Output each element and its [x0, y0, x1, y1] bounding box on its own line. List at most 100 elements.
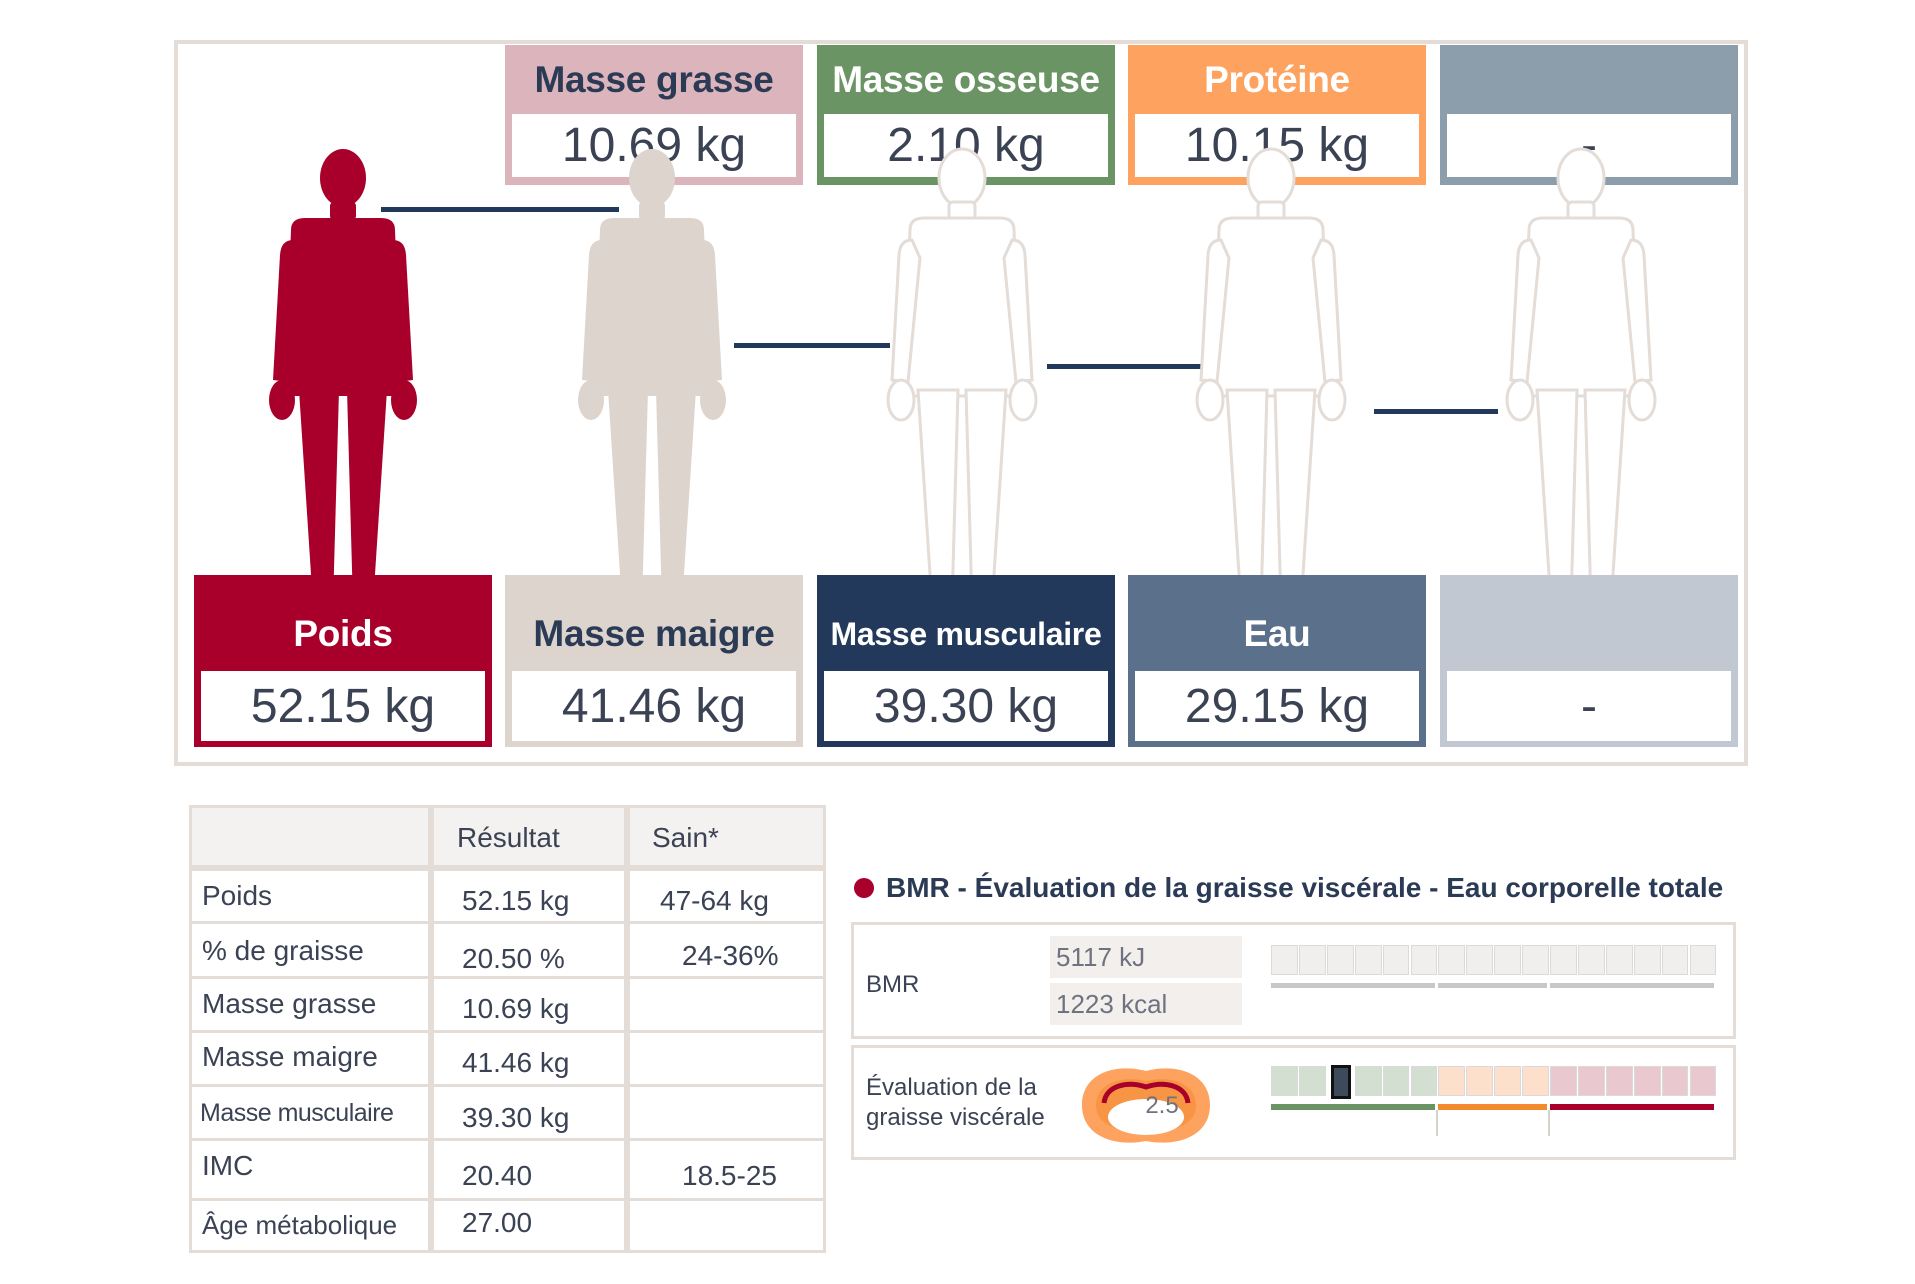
body-composition-panel — [174, 40, 1748, 766]
bmr-scale-band — [1550, 983, 1715, 988]
row-result: 20.40 — [462, 1160, 533, 1191]
visceral-scale-tick — [1436, 1110, 1439, 1136]
visceral-scale-segment — [1438, 1066, 1466, 1096]
bmr-scale-segment — [1382, 945, 1410, 975]
bmr-scale-segment — [1326, 945, 1354, 975]
bone-mass-box: Masse osseuse 2.10 kg — [817, 45, 1115, 185]
bmr-scale-segment — [1271, 945, 1298, 975]
weight-label: Poids — [293, 613, 393, 654]
protein-value: 10.15 kg — [1135, 114, 1419, 177]
visceral-fat-label: Évaluation de la graisse viscérale — [866, 1073, 1045, 1133]
visceral-fat-label-line1: Évaluation de la — [866, 1074, 1037, 1101]
bmr-panel: BMR 5117 kJ 1223 kcal — [851, 922, 1736, 1039]
empty-bottom-value: - — [1447, 671, 1731, 741]
visceral-scale-segment — [1689, 1066, 1717, 1096]
row-result: 39.30 kg — [462, 1102, 570, 1133]
lean-mass-box: Masse maigre 41.46 kg — [505, 575, 803, 747]
bmr-scale-band — [1438, 983, 1547, 988]
bmr-section-title: BMR - Évaluation de la graisse viscérale… — [854, 872, 1723, 904]
protein-label: Protéine — [1204, 58, 1350, 100]
visceral-fat-scale — [1271, 1065, 1718, 1156]
visceral-scale-tick — [1548, 1110, 1550, 1136]
bone-mass-label: Masse osseuse — [832, 58, 1100, 100]
visceral-scale-segment — [1550, 1066, 1577, 1096]
row-healthy: 24-36% — [682, 940, 779, 971]
row-label: Masse musculaire — [200, 1098, 394, 1127]
empty-top-value: - — [1447, 114, 1731, 177]
visceral-scale-segment — [1605, 1066, 1633, 1096]
bmr-scale-segment — [1522, 945, 1549, 975]
visceral-scale-segment — [1354, 1066, 1382, 1096]
bmr-scale-segment — [1661, 945, 1689, 975]
connector-line — [734, 343, 890, 348]
visceral-scale-segment — [1271, 1066, 1298, 1096]
row-label: Masse maigre — [202, 1041, 378, 1072]
empty-bottom-box: - — [1440, 575, 1738, 747]
visceral-scale-segment — [1661, 1066, 1689, 1096]
muscle-mass-value: 39.30 kg — [824, 671, 1108, 741]
visceral-scale-segment — [1466, 1066, 1494, 1096]
bmr-kj-value: 5117 kJ — [1050, 936, 1242, 978]
bmr-scale-segment — [1438, 945, 1466, 975]
row-healthy: 47-64 kg — [660, 885, 769, 916]
visceral-scale-segment — [1577, 1066, 1605, 1096]
row-healthy: 18.5-25 — [682, 1160, 777, 1191]
fat-mass-label: Masse grasse — [534, 58, 774, 100]
muscle-mass-box: Masse musculaire 39.30 kg — [817, 575, 1115, 747]
empty-top-label — [1440, 45, 1738, 114]
weight-value: 52.15 kg — [201, 671, 485, 741]
fat-mass-value: 10.69 kg — [512, 114, 796, 177]
bullet-dot-icon — [854, 878, 874, 898]
visceral-scale-segment — [1494, 1066, 1522, 1096]
visceral-scale-segment — [1522, 1066, 1549, 1096]
lean-mass-label: Masse maigre — [533, 613, 775, 654]
protein-box: Protéine 10.15 kg — [1128, 45, 1426, 185]
visceral-fat-value: 2.5 — [1145, 1092, 1179, 1119]
row-label: IMC — [202, 1150, 254, 1181]
muscle-mass-label: Masse musculaire — [830, 615, 1102, 652]
table-header-healthy: Sain* — [652, 822, 719, 853]
row-result: 27.00 — [462, 1207, 533, 1238]
row-label: % de graisse — [202, 935, 364, 966]
connector-line — [1047, 364, 1201, 369]
empty-top-box: - — [1440, 45, 1738, 185]
visceral-fat-panel: Évaluation de la graisse viscérale 2.5 — [851, 1045, 1736, 1160]
bmr-section-title-text: BMR - Évaluation de la graisse viscérale… — [886, 872, 1724, 903]
water-label: Eau — [1243, 613, 1311, 654]
empty-bottom-label — [1440, 575, 1738, 671]
bmr-scale-segment — [1466, 945, 1494, 975]
bmr-scale-band — [1271, 983, 1436, 988]
visceral-scale-segment — [1633, 1066, 1661, 1096]
visceral-level-marker — [1330, 1065, 1351, 1099]
row-result: 41.46 kg — [462, 1047, 570, 1078]
visceral-fat-icon — [1082, 1068, 1210, 1143]
fat-mass-box: Masse grasse 10.69 kg — [505, 45, 803, 185]
row-result: 52.15 kg — [462, 885, 570, 916]
bmr-scale — [1271, 945, 1718, 995]
bmr-label: BMR — [866, 971, 920, 998]
water-value: 29.15 kg — [1135, 671, 1419, 741]
visceral-scale-band — [1438, 1104, 1547, 1110]
bmr-scale-segment — [1550, 945, 1577, 975]
bmr-scale-segment — [1605, 945, 1633, 975]
row-label: Poids — [202, 880, 273, 911]
table-header-result: Résultat — [457, 822, 560, 853]
bmr-scale-segment — [1577, 945, 1605, 975]
bmr-scale-segment — [1354, 945, 1382, 975]
visceral-scale-band — [1550, 1104, 1715, 1110]
bmr-scale-segment — [1410, 945, 1438, 975]
row-result: 20.50 % — [462, 943, 565, 974]
water-box: Eau 29.15 kg — [1128, 575, 1426, 747]
row-label: Âge métabolique — [202, 1209, 398, 1240]
lean-mass-value: 41.46 kg — [512, 671, 796, 741]
visceral-fat-label-line2: graisse viscérale — [866, 1104, 1045, 1131]
connector-line — [1374, 409, 1498, 414]
row-label: Masse grasse — [202, 988, 377, 1019]
visceral-scale-segment — [1382, 1066, 1410, 1096]
bone-mass-value: 2.10 kg — [824, 114, 1108, 177]
bmr-scale-segment — [1298, 945, 1326, 975]
bmr-scale-segment — [1633, 945, 1661, 975]
visceral-scale-band — [1271, 1104, 1436, 1110]
bmr-kcal-value: 1223 kcal — [1050, 983, 1242, 1025]
weight-box: Poids 52.15 kg — [194, 575, 492, 747]
